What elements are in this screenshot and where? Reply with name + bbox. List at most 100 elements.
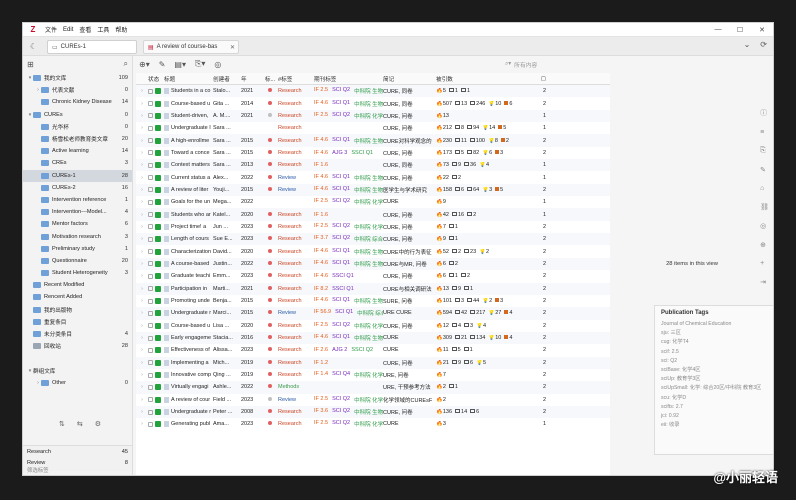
tag-filter-input[interactable]: 筛选标签 <box>27 468 49 474</box>
table-row[interactable]: › Implementing a Mich... 2019 Research IF 1.2… <box>136 356 610 369</box>
add-attachment-icon[interactable]: ✎ <box>158 59 166 69</box>
new-note-icon[interactable]: ▤▾ <box>174 59 186 69</box>
tags-icon[interactable]: ⌂ <box>760 185 765 192</box>
attachments-icon[interactable]: ⎘ <box>760 147 766 154</box>
sidebar-item[interactable]: 杨雪松老师教育类文章 20 <box>23 133 132 145</box>
abstract-icon[interactable]: ≡ <box>760 129 765 136</box>
expand-icon[interactable]: › <box>141 335 143 342</box>
expand-icon[interactable]: › <box>141 112 143 119</box>
expand-icon[interactable]: › <box>141 174 143 181</box>
expand-icon[interactable]: › <box>141 211 143 218</box>
sidebar-item[interactable]: 回收站 28 <box>23 340 132 352</box>
minimize-icon[interactable]: — <box>714 25 722 33</box>
status-box-icon[interactable] <box>148 150 153 156</box>
tree-toggle-icon[interactable]: ▾ <box>28 75 32 82</box>
expand-icon[interactable]: › <box>141 372 143 379</box>
col-header-mark[interactable]: 标... <box>264 76 276 83</box>
sidebar-item[interactable]: Intervention---Model... 4 <box>23 206 132 218</box>
tree-toggle-icon[interactable]: ▾ <box>28 367 32 374</box>
status-box-icon[interactable] <box>148 212 153 218</box>
tree-toggle-icon[interactable]: › <box>37 87 39 94</box>
export-icon[interactable]: ⇥ <box>760 279 766 286</box>
table-row[interactable]: › A course-based Justin... 2022 Research IF 4… <box>136 257 610 271</box>
table-row[interactable]: › Promoting unde Benja... 2015 Research IF 4.… <box>136 295 610 307</box>
table-row[interactable]: › Students in a co Stalo... 2021 Research IF … <box>136 85 610 98</box>
expand-icon[interactable]: › <box>141 100 143 107</box>
col-header-note[interactable]: 简记 <box>383 76 395 83</box>
table-row[interactable]: › Generating publ Ama... 2023 Research IF 2.5… <box>136 418 610 430</box>
status-box-icon[interactable] <box>148 323 153 329</box>
status-box-icon[interactable] <box>148 88 153 94</box>
expand-icon[interactable]: › <box>141 260 143 267</box>
status-box-icon[interactable] <box>148 101 153 107</box>
menu-help[interactable]: 帮助 <box>115 28 128 34</box>
sidebar-item[interactable]: ▾ 群组文库 <box>23 365 132 377</box>
tag-review[interactable]: Review 8 <box>23 457 132 468</box>
sidebar-item[interactable]: 重复条目 <box>23 316 132 328</box>
table-row[interactable]: › Undergraduate I Sara ... Research CURE, 问卷… <box>136 122 610 134</box>
tab-library[interactable]: ▭ CUREs-1 <box>47 40 137 54</box>
sidebar-item[interactable]: Student Heterogeneity 3 <box>23 267 132 279</box>
status-box-icon[interactable] <box>148 360 153 366</box>
attach-icon[interactable]: ⎘▾ <box>195 59 206 68</box>
status-box-icon[interactable] <box>148 286 153 292</box>
col-header-tags[interactable]: #标签 <box>278 76 293 83</box>
status-box-icon[interactable] <box>148 224 153 230</box>
status-box-icon[interactable] <box>148 409 153 415</box>
table-row[interactable]: › Course-based u Gita ... 2014 Research IF 4.… <box>136 97 610 109</box>
status-box-icon[interactable] <box>148 347 153 353</box>
close-tab-icon[interactable]: ✕ <box>229 44 235 51</box>
close-icon[interactable]: ✕ <box>759 26 765 34</box>
col-header-title[interactable]: 标题 <box>164 76 176 83</box>
table-row[interactable]: › Course-based u Lisa ... 2020 Research IF 2.… <box>136 320 610 332</box>
col-header-creator[interactable]: 创建者 <box>213 76 230 83</box>
table-row[interactable]: › Virtually engagi Ashle... 2022 Methods URE,… <box>136 381 610 394</box>
col-picker-icon[interactable]: ▢ <box>540 75 546 82</box>
status-box-icon[interactable] <box>148 187 153 193</box>
table-row[interactable]: › Context matters Sara ... 2013 Research IF 1… <box>136 159 610 172</box>
status-box-icon[interactable] <box>148 421 153 427</box>
sidebar-item[interactable] <box>23 352 132 364</box>
sidebar-item[interactable]: CUREs-1 28 <box>23 169 132 182</box>
expand-icon[interactable]: › <box>141 359 143 366</box>
expand-icon[interactable]: › <box>141 310 143 317</box>
table-row[interactable]: › Graduate teachi Emm... 2023 Research IF 4.6… <box>136 270 610 282</box>
tab-item[interactable]: ▤ A review of course-bas ✕ <box>143 40 239 54</box>
col-header-year[interactable]: 年 <box>241 76 247 83</box>
table-row[interactable]: › Students who ar Katel... 2020 Research IF 1… <box>136 208 610 221</box>
expand-icon[interactable]: › <box>141 223 143 230</box>
expand-icon[interactable]: › <box>141 421 143 428</box>
table-row[interactable]: › Early engageme Stacia... 2016 Research IF 4… <box>136 331 610 345</box>
expand-icon[interactable]: › <box>141 409 143 416</box>
expand-icon[interactable]: › <box>141 137 143 144</box>
tree-toggle-icon[interactable]: › <box>37 379 39 386</box>
expand-icon[interactable]: › <box>141 236 143 243</box>
expand-icon[interactable]: › <box>141 186 143 193</box>
sidebar-item[interactable]: Motivation research 3 <box>23 230 132 242</box>
expand-icon[interactable]: › <box>141 347 143 354</box>
status-box-icon[interactable] <box>148 199 153 205</box>
status-box-icon[interactable] <box>148 298 153 304</box>
tag-research[interactable]: Research 45 <box>23 446 132 457</box>
locate-side-icon[interactable]: ◎ <box>760 223 767 230</box>
related-icon[interactable]: ⛓ <box>760 204 769 211</box>
table-row[interactable]: › Effectiveness of Alissa... 2023 Research IF… <box>136 344 610 356</box>
expand-icon[interactable]: › <box>141 248 143 255</box>
sidebar-item[interactable]: Preliminary study 1 <box>23 243 132 255</box>
expand-icon[interactable]: › <box>141 162 143 169</box>
col-header-citations[interactable]: 被引数 <box>436 76 453 83</box>
sidebar-item[interactable]: Chronic Kidney Disease 14 <box>23 96 132 108</box>
tree-toggle-icon[interactable]: ▾ <box>28 111 32 118</box>
status-box-icon[interactable] <box>148 397 153 403</box>
moon-icon[interactable]: ☾ <box>30 42 38 51</box>
table-row[interactable]: › Goals for the un Mega... 2022 IF 2.5 SCI Q2… <box>136 196 610 208</box>
table-row[interactable]: › Length of cours Sue E... 2023 Research IF 3… <box>136 233 610 246</box>
menu-file[interactable]: 文件 <box>45 28 58 34</box>
sidebar-item[interactable]: 光华杯 0 <box>23 121 132 133</box>
expand-icon[interactable]: › <box>141 322 143 329</box>
status-box-icon[interactable] <box>148 261 153 267</box>
info-icon[interactable]: ⓘ <box>760 110 768 117</box>
expand-icon[interactable]: › <box>141 273 143 280</box>
sync-icon[interactable]: ⟳ <box>760 40 767 49</box>
status-box-icon[interactable] <box>148 335 153 341</box>
